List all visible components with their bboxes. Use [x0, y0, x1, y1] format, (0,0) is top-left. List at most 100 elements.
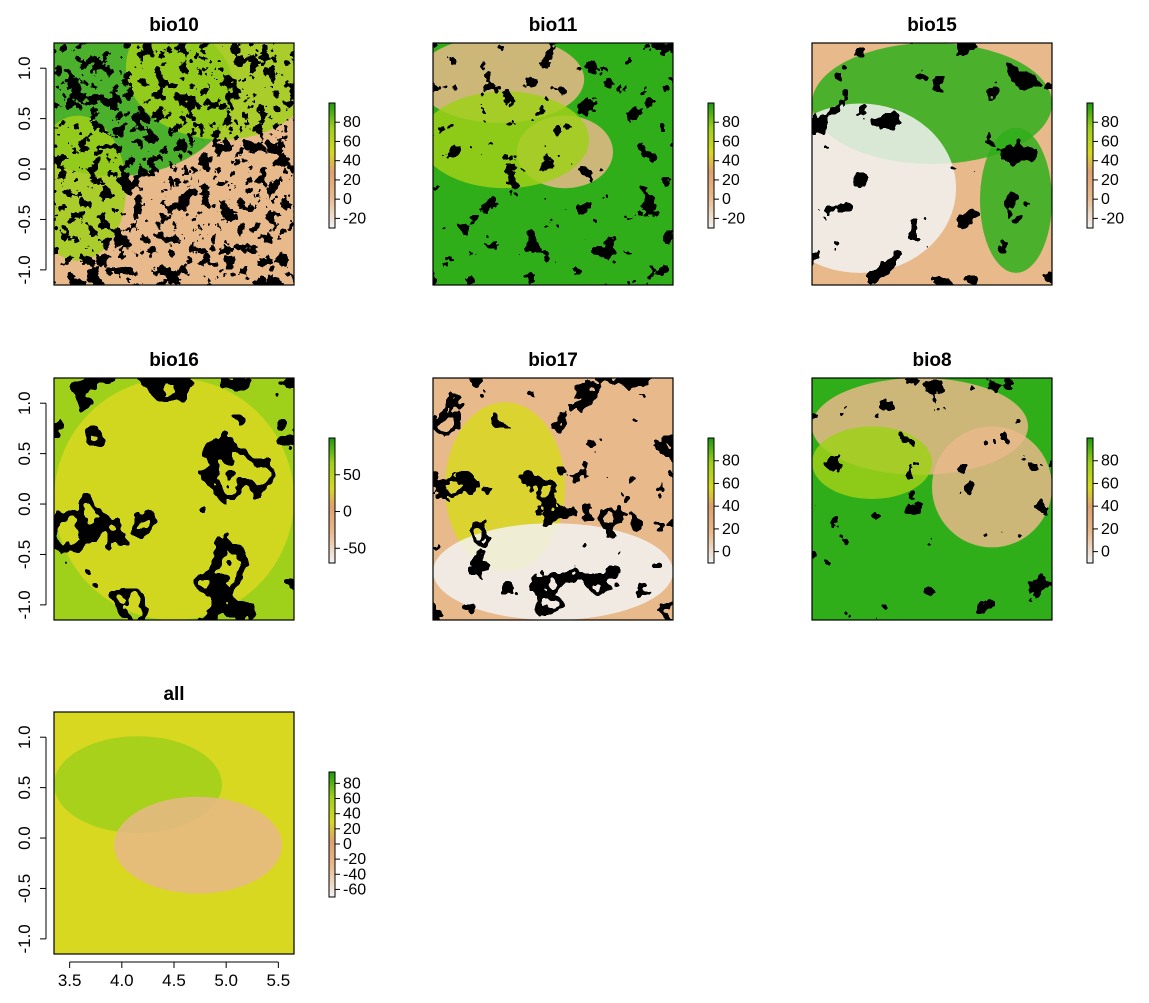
- legend-label: 60: [343, 133, 361, 150]
- legend-label: 40: [343, 153, 361, 170]
- legend-label: 60: [343, 791, 361, 808]
- legend-label: 40: [1101, 153, 1119, 170]
- plot-frame: [811, 377, 1053, 621]
- legend-label: 80: [1101, 453, 1119, 470]
- legend-label: 60: [722, 133, 740, 150]
- legend-bar: [328, 437, 336, 564]
- raster-image: [54, 712, 294, 954]
- plot-frame: [53, 377, 295, 621]
- y-tick-label: 0.5: [15, 776, 34, 800]
- y-tick-label: -0.5: [15, 874, 34, 903]
- legend-label: -20: [343, 851, 366, 868]
- y-tick-label: 0.0: [15, 826, 34, 850]
- legend-bar: [1086, 437, 1094, 564]
- y-tick-label: -1.0: [15, 924, 34, 953]
- legend-label: 40: [343, 806, 361, 823]
- plot-frame: [53, 711, 295, 955]
- legend-label: 0: [343, 191, 352, 208]
- panel-title: bio17: [528, 350, 578, 371]
- legend-label: -40: [343, 866, 366, 883]
- color-legend: 80 60 40 20 0 -20: [1086, 102, 1124, 229]
- x-tick-label: 3.5: [58, 971, 82, 990]
- raster-image: [54, 43, 294, 285]
- x-tick-label: 4.0: [110, 971, 134, 990]
- raster-image: [433, 43, 673, 285]
- plot-frame: [811, 42, 1053, 286]
- legend-label: 80: [343, 114, 361, 131]
- color-legend: 50 0 -50: [328, 437, 366, 564]
- legend-label: 20: [722, 521, 740, 538]
- x-tick-label: 4.5: [162, 971, 186, 990]
- legend-label: -20: [722, 210, 745, 227]
- y-tick-label: 0.5: [15, 442, 34, 466]
- legend-bar: [1086, 102, 1094, 229]
- raster-image: [433, 378, 673, 620]
- legend-label: 0: [1101, 191, 1110, 208]
- x-tick-label: 5.5: [267, 971, 291, 990]
- legend-label: 20: [343, 172, 361, 189]
- legend-label: 20: [343, 821, 361, 838]
- panel-bio8: bio8 80 60 40 20 0: [811, 350, 1119, 621]
- panel-bio16: bio16 -1.0 -0.5 0.0 0.5 1.0 50 0 -50: [15, 350, 366, 621]
- legend-bar: [328, 771, 336, 898]
- legend-label: -50: [343, 540, 366, 557]
- plot-frame: [53, 42, 295, 286]
- panel-title: bio15: [907, 15, 957, 36]
- legend-label: 20: [1101, 521, 1119, 538]
- legend-label: -20: [343, 210, 366, 227]
- legend-label: 0: [722, 544, 731, 561]
- color-legend: 80 60 40 20 0 -20: [328, 102, 366, 229]
- panel-bio15: bio15 80 60 40 20 0 -20: [811, 15, 1124, 286]
- legend-label: 40: [1101, 498, 1119, 515]
- legend-label: 0: [343, 504, 352, 521]
- legend-label: 20: [1101, 172, 1119, 189]
- y-tick-label: 1.0: [15, 725, 34, 749]
- legend-label: 80: [722, 114, 740, 131]
- panel-title: bio10: [149, 15, 199, 36]
- legend-label: 50: [343, 467, 361, 484]
- panel-title: bio11: [529, 15, 578, 36]
- legend-label: -20: [1101, 210, 1124, 227]
- y-tick-label: 0.0: [15, 157, 34, 181]
- legend-bar: [707, 437, 715, 564]
- legend-label: 60: [722, 475, 740, 492]
- legend-label: 20: [722, 172, 740, 189]
- y-tick-label: 1.0: [15, 56, 34, 80]
- color-legend: 80 60 40 20 0 -20: [707, 102, 745, 229]
- color-legend: 80 60 40 20 0: [1086, 437, 1119, 564]
- legend-bar: [328, 102, 336, 229]
- y-tick-label: 0.0: [15, 492, 34, 516]
- panel-bio17: bio17 80 60 40 20 0: [432, 350, 740, 621]
- y-tick-label: 1.0: [15, 391, 34, 415]
- legend-label: -60: [343, 881, 366, 898]
- legend-label: 80: [343, 775, 361, 792]
- legend-label: 80: [1101, 114, 1119, 131]
- y-tick-label: -0.5: [15, 205, 34, 234]
- y-tick-label: -0.5: [15, 540, 34, 569]
- panel-bio10: bio10 -1.0 -0.5 0.0 0.5 1.0 80 60 40 20 0 -20: [15, 15, 366, 286]
- legend-label: 0: [722, 191, 731, 208]
- x-tick-label: 5.0: [214, 971, 238, 990]
- y-tick-label: -1.0: [15, 255, 34, 284]
- panel-title: bio8: [912, 350, 951, 371]
- legend-label: 60: [1101, 475, 1119, 492]
- panel-title: bio16: [149, 350, 199, 371]
- legend-label: 60: [1101, 133, 1119, 150]
- panel-bio11: bio11 80 60 40 20 0 -20: [432, 15, 745, 286]
- panel-all: all -1.0 -0.5 0.0 0.5 1.0 3.5 4.0 4.5 5.0 5.5 80604…: [15, 684, 366, 990]
- y-tick-label: -1.0: [15, 590, 34, 619]
- color-legend: 80 60 40 20 0: [707, 437, 740, 564]
- plot-frame: [432, 42, 674, 286]
- legend-label: 40: [722, 498, 740, 515]
- legend-label: 0: [1101, 544, 1110, 561]
- raster-image: [54, 378, 294, 620]
- legend-bar: [707, 102, 715, 229]
- y-tick-label: 0.5: [15, 107, 34, 131]
- panel-title: all: [163, 684, 184, 705]
- plot-frame: [432, 377, 674, 621]
- legend-label: 40: [722, 153, 740, 170]
- raster-image: [812, 378, 1052, 620]
- legend-label: 0: [343, 836, 352, 853]
